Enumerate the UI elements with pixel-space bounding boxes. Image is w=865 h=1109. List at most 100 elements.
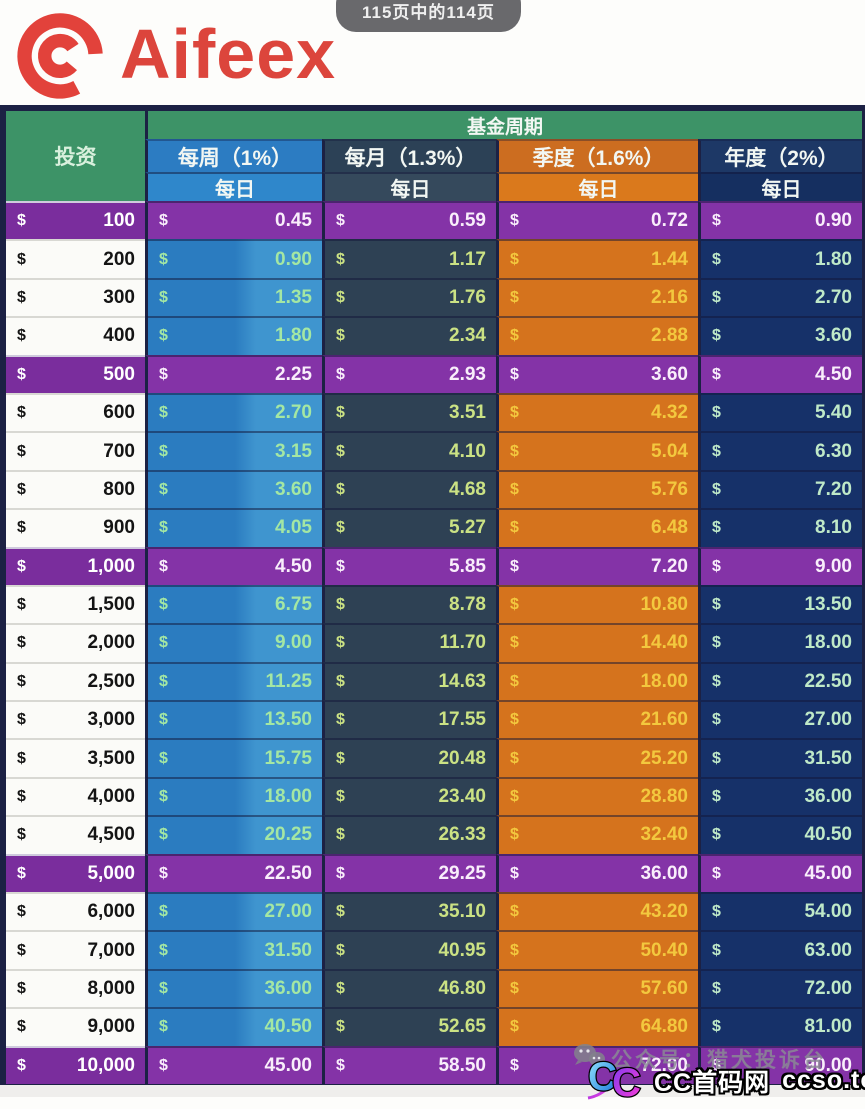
daily-return-cell: $1.80 xyxy=(145,316,322,355)
daily-return-cell: $72.00 xyxy=(698,968,862,1008)
daily-return-cell: $36.00 xyxy=(496,853,698,893)
currency-symbol: $ xyxy=(336,826,345,844)
daily-return-cell: $45.00 xyxy=(145,1045,322,1084)
cell-value: 31.50 xyxy=(264,939,312,961)
daily-return-cell: $28.80 xyxy=(496,776,698,816)
cell-value: 18.00 xyxy=(264,786,312,808)
daily-return-cell: $7.20 xyxy=(698,469,862,509)
cell-value: 43.20 xyxy=(640,901,688,923)
cell-value: 4.68 xyxy=(449,478,486,500)
daily-return-cell: $6.30 xyxy=(698,431,862,470)
cell-value: 800 xyxy=(103,478,135,500)
currency-symbol: $ xyxy=(510,941,519,959)
currency-symbol: $ xyxy=(159,480,168,498)
cell-value: 5.85 xyxy=(449,555,486,577)
currency-symbol: $ xyxy=(336,903,345,921)
cell-value: 63.00 xyxy=(804,939,852,961)
cell-value: 72.00 xyxy=(804,978,852,999)
cell-value: 11.70 xyxy=(439,632,487,654)
column-header-weekly: 每周（1%） xyxy=(145,139,322,172)
daily-return-cell: $35.10 xyxy=(322,892,496,931)
currency-symbol: $ xyxy=(336,941,345,959)
daily-return-cell: $1.17 xyxy=(322,239,496,278)
daily-return-cell: $18.00 xyxy=(496,661,698,701)
daily-return-cell: $7.20 xyxy=(496,546,698,585)
daily-return-cell: $9.00 xyxy=(145,623,322,662)
cell-value: 36.00 xyxy=(804,786,852,808)
cell-value: 46.80 xyxy=(438,978,486,999)
cell-value: 3.60 xyxy=(275,478,312,500)
currency-symbol: $ xyxy=(336,788,345,806)
currency-symbol: $ xyxy=(712,1018,721,1036)
daily-return-cell: $4.10 xyxy=(322,431,496,470)
daily-return-cell: $31.50 xyxy=(145,930,322,969)
cell-value: 9.00 xyxy=(815,555,852,577)
watermark-account-text: 公众号：猎犬投诉台 xyxy=(611,1049,827,1072)
cell-value: 2.25 xyxy=(275,363,312,385)
cell-value: 27.00 xyxy=(264,901,312,923)
rates-table: 投资 基金周期 每周（1%） 每月（1.3%） 季度（1.6%） 年度（2%） … xyxy=(0,105,865,1085)
daily-return-cell: $2.93 xyxy=(322,354,496,393)
daily-return-cell: $20.48 xyxy=(322,738,496,777)
daily-return-cell: $46.80 xyxy=(322,968,496,1008)
daily-return-cell: $54.00 xyxy=(698,892,862,931)
cell-value: 14.63 xyxy=(438,670,486,692)
cell-value: 1.17 xyxy=(449,248,486,270)
cell-value: 900 xyxy=(103,517,135,539)
cell-value: 28.80 xyxy=(640,786,688,808)
investment-amount-cell: $700 xyxy=(6,431,145,470)
daily-return-cell: $5.40 xyxy=(698,392,862,432)
daily-return-cell: $15.75 xyxy=(145,738,322,777)
currency-symbol: $ xyxy=(159,365,168,383)
daily-return-cell: $3.15 xyxy=(145,431,322,470)
cell-value: 31.50 xyxy=(804,747,852,769)
daily-return-cell: $45.00 xyxy=(698,853,862,893)
currency-symbol: $ xyxy=(510,557,519,575)
currency-symbol: $ xyxy=(336,634,345,652)
currency-symbol: $ xyxy=(510,826,519,844)
cell-value: 1.80 xyxy=(815,248,852,270)
cell-value: 29.25 xyxy=(438,862,486,884)
column-header-investment: 投资 xyxy=(6,111,145,201)
daily-return-cell: $81.00 xyxy=(698,1007,862,1046)
cell-value: 6.48 xyxy=(651,517,688,539)
currency-symbol: $ xyxy=(712,442,721,460)
cell-value: 4.05 xyxy=(275,517,312,539)
currency-symbol: $ xyxy=(336,749,345,767)
currency-symbol: $ xyxy=(510,212,519,230)
daily-return-cell: $90.00 xyxy=(698,1045,862,1084)
cell-value: 52.65 xyxy=(438,1016,486,1038)
cell-value: 2.88 xyxy=(651,325,688,347)
currency-symbol: $ xyxy=(712,749,721,767)
cell-value: 15.75 xyxy=(264,747,312,769)
cell-value: 64.80 xyxy=(640,1016,688,1038)
svg-text:C: C xyxy=(588,1055,617,1099)
cell-value: 6.75 xyxy=(275,594,312,616)
daily-return-cell: $3.60 xyxy=(698,316,862,355)
watermark-account: 公众号：猎犬投诉台 xyxy=(572,1043,827,1075)
cell-value: 3,000 xyxy=(87,709,135,731)
cell-value: 21.60 xyxy=(640,709,688,731)
currency-symbol: $ xyxy=(712,519,721,537)
daily-return-cell: $0.45 xyxy=(145,201,322,240)
cell-value: 11.25 xyxy=(265,670,313,692)
wechat-icon xyxy=(572,1043,606,1075)
cell-value: 58.50 xyxy=(438,1054,486,1076)
daily-return-cell: $40.95 xyxy=(322,930,496,969)
currency-symbol: $ xyxy=(510,634,519,652)
daily-return-cell: $4.05 xyxy=(145,508,322,547)
daily-return-cell: $36.00 xyxy=(698,776,862,816)
daily-return-cell: $31.50 xyxy=(698,738,862,777)
cell-value: 20.48 xyxy=(438,747,486,769)
daily-return-cell: $2.16 xyxy=(496,277,698,317)
currency-symbol: $ xyxy=(510,404,519,422)
currency-symbol: $ xyxy=(17,826,26,844)
cell-value: 81.00 xyxy=(804,1016,852,1038)
rates-grid: 投资 基金周期 每周（1%） 每月（1.3%） 季度（1.6%） 年度（2%） … xyxy=(6,111,862,1085)
currency-symbol: $ xyxy=(712,365,721,383)
currency-symbol: $ xyxy=(510,596,519,614)
daily-return-cell: $1.76 xyxy=(322,277,496,317)
cell-value: 2.93 xyxy=(449,363,486,385)
daily-return-cell: $5.85 xyxy=(322,546,496,585)
daily-return-cell: $27.00 xyxy=(698,700,862,739)
